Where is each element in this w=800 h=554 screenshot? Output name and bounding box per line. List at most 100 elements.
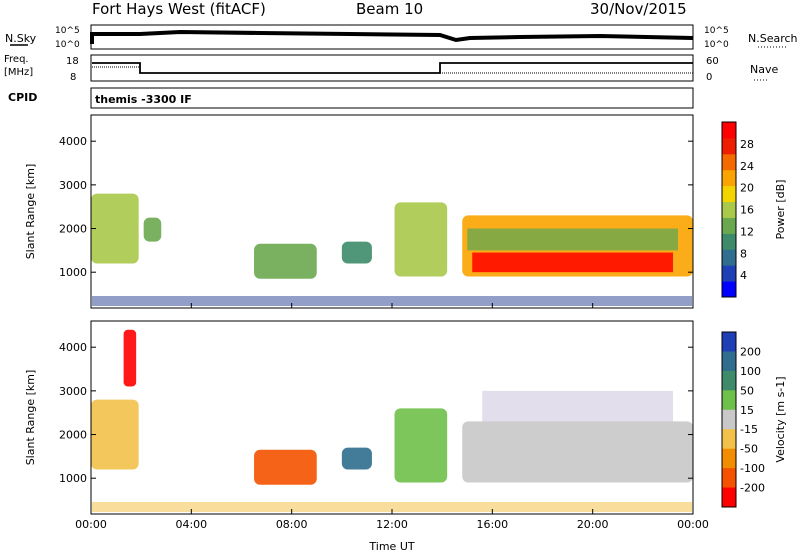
echo-region-early-echo — [91, 193, 139, 264]
colorbar-tick-0-1: 8 — [740, 247, 747, 260]
velocity-panel: 00:00 04:00 08:00 12:00 16:00 20:00 00:00 1000 2… — [24, 320, 709, 531]
x-tick-label-3: 12:00 — [376, 518, 408, 531]
y-tick-label-0-1: 2000 — [59, 223, 87, 236]
echo-region-early-patch — [143, 217, 162, 242]
echo-region-early-red — [123, 329, 137, 387]
colorbar-swatch-0-4 — [722, 217, 736, 234]
nave-tick-0: 0 — [706, 72, 712, 83]
colorbar-swatch-1-6 — [722, 448, 736, 469]
y-tick-label-1-2: 3000 — [59, 385, 87, 398]
echo-region-morning-arc — [254, 449, 317, 485]
echo-core-evening — [472, 252, 673, 273]
y-axis-label-1: Slant Range [km] — [24, 370, 37, 466]
colorbar-swatch-1-3 — [722, 390, 736, 411]
echo-region-noon-patch — [341, 447, 372, 470]
colorbar-label-1: Velocity [m s-1] — [774, 376, 787, 462]
colorbar-tick-0-5: 24 — [740, 160, 754, 173]
colorbar-tick-1-3: 15 — [740, 404, 754, 417]
nave-trace — [92, 66, 693, 74]
echo-region-evening-band — [462, 421, 693, 483]
colorbar-frame-1 — [721, 331, 737, 508]
x-tick-label-1: 04:00 — [175, 518, 207, 531]
cpid-label: CPID — [8, 91, 37, 104]
echo-region-morning-arc — [254, 243, 317, 279]
colorbar-swatch-0-0 — [722, 281, 736, 298]
noise-bottom-right: 10^0 — [704, 40, 729, 50]
colorbar-tick-1-7: -200 — [740, 482, 765, 495]
ground-scatter-band-0 — [92, 296, 692, 306]
freq-label: Freq. — [4, 54, 29, 65]
beam-label: Beam 10 — [356, 0, 423, 18]
sparse-echo-evening — [482, 390, 673, 422]
x-tick-label-6: 00:00 — [677, 518, 709, 531]
y-tick-label-0-3: 4000 — [59, 135, 87, 148]
colorbar-tick-0-4: 20 — [740, 182, 754, 195]
nave-tick-60: 60 — [706, 56, 719, 67]
colorbar-swatch-0-2 — [722, 249, 736, 266]
colorbar-swatch-0-5 — [722, 201, 736, 218]
colorbar-frame-0 — [721, 121, 737, 298]
x-tick-label-2: 08:00 — [276, 518, 308, 531]
plot-frame-0 — [90, 114, 694, 309]
colorbar-tick-1-6: -100 — [740, 462, 765, 475]
colorbar-tick-1-5: -50 — [740, 443, 758, 456]
echo-region-noon-patch — [341, 241, 372, 264]
colorbar-swatch-1-7 — [722, 468, 736, 489]
cpid-text: themis -3300 IF — [95, 93, 192, 106]
x-tick-label-5: 20:00 — [577, 518, 609, 531]
ground-scatter-band-1 — [92, 502, 692, 512]
colorbar-swatch-1-8 — [722, 487, 736, 508]
colorbar-swatch-0-1 — [722, 265, 736, 282]
power-panel: 1000 2000 3000 4000 Slant Range [km] — [24, 114, 694, 309]
nsky-label: N.Sky — [5, 32, 37, 45]
colorbar-swatch-1-1 — [722, 351, 736, 372]
x-tick-label-0: 00:00 — [75, 518, 107, 531]
nsearch-label: N.Search — [748, 32, 798, 45]
y-axis-label-0: Slant Range [km] — [24, 164, 37, 260]
colorbar-tick-1-1: 100 — [740, 365, 761, 378]
power-colorbar: 4 8 12 16 20 24 28 Power [dB] — [721, 121, 787, 298]
colorbar-swatch-1-5 — [722, 429, 736, 450]
colorbar-swatch-1-2 — [722, 370, 736, 391]
colorbar-swatch-0-9 — [722, 137, 736, 155]
colorbar-tick-0-6: 28 — [740, 138, 754, 151]
colorbar-tick-1-4: -15 — [740, 423, 758, 436]
radar-title: Fort Hays West (fitACF) — [92, 0, 266, 18]
cpid-panel — [90, 87, 694, 109]
colorbar-swatch-1-4 — [722, 409, 736, 430]
y-tick-label-1-0: 1000 — [59, 472, 87, 485]
plot-border-1 — [90, 320, 694, 515]
time-axis-label: Time UT — [368, 540, 414, 553]
colorbar-swatch-0-3 — [722, 233, 736, 250]
echo-region-afternoon-arc — [394, 408, 448, 483]
plot-border-0 — [90, 114, 694, 309]
noise-trace — [90, 29, 694, 44]
colorbar-swatch-0-10 — [722, 122, 736, 139]
freq-panel — [90, 54, 694, 82]
x-tick-label-4: 16:00 — [476, 518, 508, 531]
echo-region-early-echo — [91, 399, 139, 470]
nave-label: Nave — [750, 63, 778, 76]
colorbar-swatch-0-6 — [722, 185, 736, 203]
y-tick-label-1-1: 2000 — [59, 429, 87, 442]
freq-unit: [MHz] — [4, 67, 33, 78]
freq-tick-8: 8 — [70, 72, 76, 83]
colorbar-tick-0-0: 4 — [740, 269, 747, 282]
noise-top-right: 10^5 — [704, 26, 729, 36]
colorbar-label-0: Power [dB] — [774, 180, 787, 240]
y-tick-label-0-0: 1000 — [59, 266, 87, 279]
freq-tick-18: 18 — [66, 56, 79, 67]
colorbar-tick-0-2: 12 — [740, 225, 754, 238]
date-label: 30/Nov/2015 — [590, 0, 687, 18]
colorbar-swatch-0-8 — [722, 153, 736, 171]
colorbar-swatch-1-0 — [722, 332, 736, 352]
noise-bottom-left: 10^0 — [55, 40, 80, 50]
velocity-colorbar: 200 100 50 15 -15 -50 -100 -200 Velocity [m s-1] — [721, 331, 787, 508]
echo-region-afternoon-arc — [394, 202, 448, 277]
y-tick-label-0-2: 3000 — [59, 179, 87, 192]
echo-mid-evening — [467, 228, 678, 251]
colorbar-tick-0-3: 16 — [740, 204, 754, 217]
colorbar-swatch-0-7 — [722, 169, 736, 187]
noise-top-left: 10^5 — [55, 26, 80, 36]
